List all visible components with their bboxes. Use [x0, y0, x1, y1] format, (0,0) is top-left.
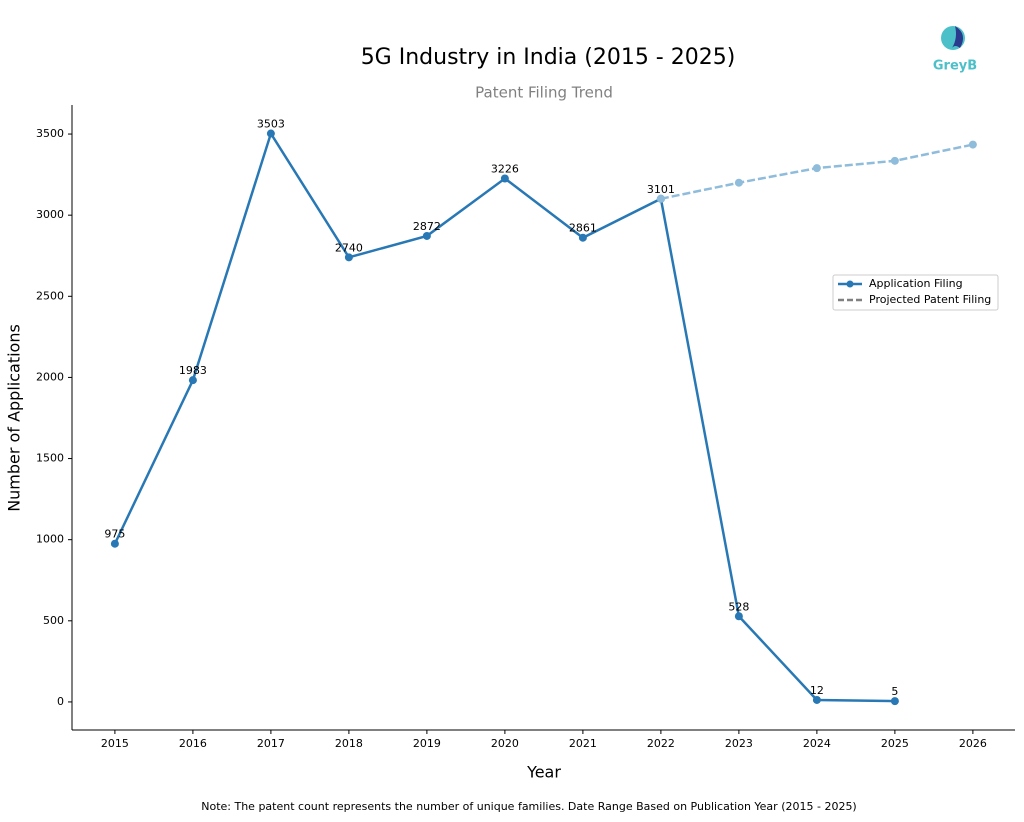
y-tick-label: 0	[57, 695, 64, 708]
data-label: 3101	[647, 183, 675, 196]
x-tick-label: 2018	[335, 737, 363, 750]
data-label: 3503	[257, 118, 285, 131]
data-point	[734, 612, 743, 621]
data-label: 5	[891, 685, 898, 698]
series-line	[113, 130, 895, 703]
x-tick-label: 2016	[179, 737, 207, 750]
logo: GreyB	[933, 26, 977, 74]
data-label: 1983	[179, 364, 207, 377]
data-point	[734, 178, 743, 187]
data-label: 2872	[413, 220, 441, 233]
y-tick-label: 500	[43, 614, 64, 627]
data-point	[344, 253, 353, 262]
legend-marker	[846, 280, 854, 288]
x-tick-label: 2021	[569, 737, 597, 750]
legend-box	[832, 274, 999, 311]
y-tick-label: 1500	[36, 452, 64, 465]
data-point	[890, 697, 899, 706]
data-point	[188, 376, 197, 385]
logo-shape	[952, 26, 964, 48]
data-label: 3226	[491, 163, 519, 176]
data-point	[812, 164, 821, 173]
x-tick-label: 2019	[413, 737, 441, 750]
logo-text: GreyB	[933, 59, 977, 74]
data-point	[110, 539, 119, 548]
data-label: 975	[104, 528, 125, 541]
x-tick-label: 2025	[881, 737, 909, 750]
y-axis-label: Number of Applications	[5, 324, 24, 512]
y-tick-label: 3500	[36, 127, 64, 140]
data-label: 12	[810, 684, 824, 697]
x-tick-label: 2020	[491, 737, 519, 750]
data-point	[422, 231, 431, 240]
x-tick-label: 2015	[101, 737, 129, 750]
legend: Application Filing Projected Patent Filin…	[832, 274, 999, 311]
y-tick-label: 2000	[36, 370, 64, 383]
chart-title: 5G Industry in India (2015 - 2025)	[361, 45, 736, 70]
x-tick-label: 2026	[959, 737, 987, 750]
data-point	[968, 140, 977, 149]
data-point	[656, 194, 665, 203]
chart-subtitle: Patent Filing Trend	[475, 84, 613, 102]
legend-label: Application Filing	[869, 277, 963, 290]
y-tick-label: 2500	[36, 289, 64, 302]
data-point	[578, 233, 587, 242]
y-tick-label: 1000	[36, 533, 64, 546]
data-label: 528	[728, 600, 749, 613]
x-tick-label: 2017	[257, 737, 285, 750]
data-point	[812, 695, 821, 704]
data-label: 2861	[569, 222, 597, 235]
x-tick-label: 2024	[803, 737, 831, 750]
legend-label: Projected Patent Filing	[869, 293, 991, 306]
x-axis-label: Year	[526, 763, 561, 782]
x-tick-label: 2023	[725, 737, 753, 750]
x-tick-label: 2022	[647, 737, 675, 750]
data-point	[266, 129, 275, 138]
data-point	[500, 174, 509, 183]
note: Note: The patent count represents the nu…	[201, 800, 856, 813]
data-point	[890, 156, 899, 165]
y-tick-label: 3000	[36, 208, 64, 221]
data-label: 2740	[335, 241, 363, 254]
